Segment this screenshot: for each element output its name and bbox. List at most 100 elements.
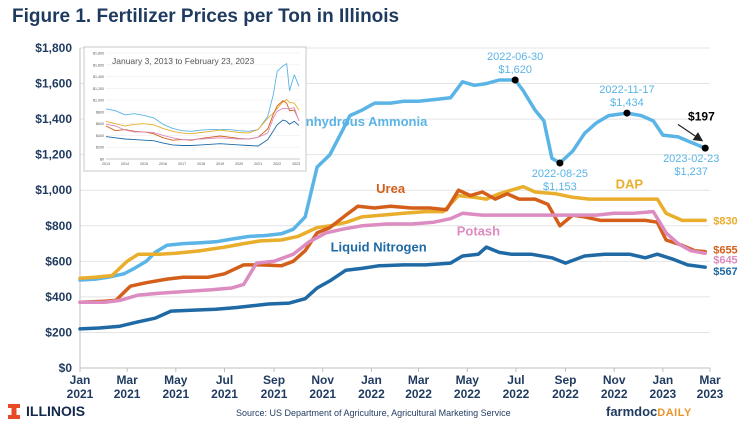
series-label-anhydrous-ammonia: Anhydrous Ammonia	[296, 114, 428, 129]
x-tick-label-year: 2022	[358, 387, 385, 401]
x-tick-label-year: 2022	[405, 387, 432, 401]
x-tick-label-month: Jan	[361, 373, 382, 387]
series-line-dap	[78, 184, 707, 280]
x-tick-label-year: 2022	[503, 387, 530, 401]
block-i-icon	[8, 403, 20, 419]
end-label-dap: $830	[713, 215, 737, 227]
inset-title: January 3, 2013 to February 23, 2023	[112, 56, 255, 66]
series-label-potash: Potash	[457, 224, 500, 239]
x-tick-label-year: 2023	[650, 387, 677, 401]
main-axes	[79, 48, 711, 372]
annotation-dot	[556, 159, 564, 167]
farmdoc-daily-logo: farmdocDAILY	[606, 404, 692, 419]
x-tick-label-month: Sep	[554, 373, 576, 387]
annotation-dot	[511, 76, 519, 84]
y-tick-label: $1,800	[35, 41, 72, 55]
x-tick-label-year: 2021	[309, 387, 336, 401]
change-callout-label: $197	[688, 109, 715, 123]
x-tick-label-month: Sep	[263, 373, 285, 387]
y-tick-label: $1,400	[35, 112, 72, 126]
annotation-value: $1,434	[610, 97, 644, 109]
series-line-urea	[78, 188, 707, 304]
inset-y-tick-label: $400	[96, 134, 104, 138]
main-y-tick-labels: $0 $200 $400 $600 $800 $1,000 $1,200 $1,400 $1,6…	[35, 41, 72, 375]
x-tick-label-year: 2021	[67, 387, 94, 401]
inset-y-tick-label: $600	[96, 122, 104, 126]
annotation-dot	[701, 144, 709, 152]
x-tick-label-month: May	[456, 373, 480, 387]
x-tick-label-month: Mar	[408, 373, 430, 387]
annotation-dot	[623, 109, 631, 117]
series-label-urea: Urea	[376, 181, 406, 196]
annotation-date: 2022-11-17	[599, 84, 654, 96]
end-label-potash: $645	[713, 254, 737, 266]
y-tick-label: $600	[45, 254, 72, 268]
annotation-date: 2022-06-30	[487, 51, 543, 63]
y-tick-label: $1,600	[35, 77, 72, 91]
series-label-liquid-nitrogen: Liquid Nitrogen	[331, 240, 427, 255]
inset-y-tick-label: $0	[100, 158, 104, 162]
inset-x-tick-label: 2023	[292, 162, 300, 166]
inset-x-tick-label: 2020	[235, 162, 243, 166]
x-tick-label-month: Jan	[70, 373, 91, 387]
x-tick-label-year: 2021	[211, 387, 238, 401]
x-tick-label-year: 2021	[114, 387, 141, 401]
series-label-dap: DAP	[616, 176, 644, 191]
inset-y-tick-label: $1,000	[93, 99, 104, 103]
x-tick-label-year: 2021	[261, 387, 288, 401]
inset-x-tick-label: 2014	[121, 162, 129, 166]
x-tick-label-month: May	[164, 373, 188, 387]
x-tick-label-month: Nov	[603, 373, 626, 387]
x-tick-label-year: 2022	[601, 387, 628, 401]
series-line-anhydrous-ammonia	[78, 78, 707, 282]
inset-series-line-anhydrous-ammonia	[105, 63, 300, 132]
inset-x-tick-label: 2016	[159, 162, 167, 166]
x-tick-label-month: Mar	[116, 373, 138, 387]
annotation-date: 2023-02-23	[663, 153, 719, 165]
y-tick-label: $1,000	[35, 183, 72, 197]
inset-y-tick-label: $1,400	[93, 75, 104, 79]
inset-x-tick-label: 2022	[273, 162, 281, 166]
inset-y-tick-label: $1,600	[93, 63, 104, 67]
change-arrow	[677, 123, 704, 142]
inset-series-line-liquid-nitrogen	[105, 119, 300, 147]
inset-x-tick-label: 2017	[178, 162, 186, 166]
source-note: Source: US Department of Agriculture, Ag…	[236, 408, 511, 418]
x-tick-label-year: 2022	[454, 387, 481, 401]
main-series-lines	[78, 78, 707, 331]
inset-frame	[83, 46, 307, 172]
inset-chart: $0 $200 $400 $600 $800 $1,000 $1,200 $1,400 $1,6…	[83, 46, 307, 172]
y-tick-label: $0	[59, 361, 73, 375]
annotation-value: $1,620	[498, 64, 532, 76]
y-tick-label: $1,200	[35, 148, 72, 162]
inset-y-tick-label: $800	[96, 110, 104, 114]
x-tick-label-year: 2023	[697, 387, 724, 401]
brand-suffix: DAILY	[657, 407, 692, 419]
series-line-potash	[78, 209, 707, 304]
inset-y-tick-label: $200	[96, 146, 104, 150]
inset-x-tick-label: 2019	[216, 162, 224, 166]
inset-y-tick-label: $1,800	[93, 52, 104, 56]
x-tick-label-year: 2022	[552, 387, 579, 401]
inset-x-tick-label: 2015	[140, 162, 148, 166]
main-series-labels: Anhydrous Ammonia DAP Urea Potash Liquid Nit…	[296, 114, 643, 254]
annotation-value: $1,153	[543, 181, 577, 193]
inset-x-tick-label: 2021	[254, 162, 262, 166]
brand-main: farmdoc	[606, 404, 658, 419]
main-end-labels: $830 $655$645$567	[713, 215, 737, 278]
y-tick-label: $400	[45, 290, 72, 304]
main-annotations: 2022-06-30$1,620 2022-08-25$1,153 2022-11-…	[487, 51, 719, 193]
end-label-liquid-nitrogen: $567	[713, 266, 737, 278]
inset-series-line-potash	[105, 107, 300, 141]
x-tick-label-month: Jan	[653, 373, 674, 387]
annotation-date: 2022-08-25	[532, 168, 588, 180]
inset-series-line-dap	[105, 99, 300, 135]
x-tick-label-year: 2021	[162, 387, 189, 401]
series-line-liquid-nitrogen	[78, 245, 707, 331]
x-tick-label-month: Nov	[311, 373, 334, 387]
illinois-logo: ILLINOIS	[8, 403, 85, 419]
y-tick-label: $200	[45, 325, 72, 339]
end-label-urea: $655	[713, 245, 737, 257]
x-tick-label-month: Jul	[216, 373, 233, 387]
